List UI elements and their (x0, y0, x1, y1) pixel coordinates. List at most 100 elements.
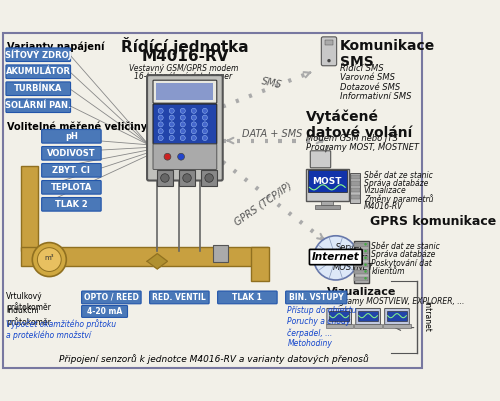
Circle shape (160, 174, 169, 182)
Circle shape (183, 174, 192, 182)
Bar (354, 263, 368, 267)
Text: Informativní SMS: Informativní SMS (340, 92, 411, 101)
Text: Indukční
průtokoměr: Indukční průtokoměr (6, 306, 51, 327)
Text: M4016-RV: M4016-RV (141, 49, 229, 64)
Circle shape (364, 243, 367, 245)
Bar (354, 249, 368, 253)
Bar (354, 243, 368, 247)
Circle shape (202, 122, 207, 127)
Text: Internet: Internet (312, 252, 360, 262)
Text: SÍŤOVÝ ZDROJ: SÍŤOVÝ ZDROJ (5, 49, 71, 60)
Text: TEPLOTA: TEPLOTA (50, 183, 92, 192)
Bar (329, 311, 349, 321)
Text: Programy MOST, MOSTNET: Programy MOST, MOSTNET (306, 143, 419, 152)
Text: Modem GSM nebo JTS: Modem GSM nebo JTS (306, 134, 398, 143)
Text: Sběr dat ze stanic: Sběr dat ze stanic (364, 171, 432, 180)
Bar (354, 270, 368, 274)
Circle shape (180, 122, 186, 127)
Bar (156, 83, 214, 100)
Text: Vizualizace: Vizualizace (328, 287, 396, 297)
Bar (308, 170, 347, 192)
FancyBboxPatch shape (6, 65, 70, 79)
Bar (22, 166, 38, 251)
FancyBboxPatch shape (42, 180, 101, 194)
Bar (354, 241, 369, 284)
Circle shape (202, 129, 207, 134)
Text: pH: pH (65, 132, 78, 141)
Circle shape (169, 129, 174, 134)
Text: Změny parametrů: Změny parametrů (364, 194, 434, 204)
FancyBboxPatch shape (42, 164, 101, 177)
Circle shape (328, 59, 330, 63)
FancyBboxPatch shape (82, 291, 141, 304)
Circle shape (364, 250, 367, 252)
Bar (351, 174, 360, 179)
Bar (351, 188, 360, 192)
Bar (387, 311, 407, 321)
Text: program
MOSTNET: program MOSTNET (332, 253, 374, 272)
Bar (212, 245, 228, 262)
Circle shape (192, 129, 196, 134)
Bar (354, 256, 368, 260)
Bar (326, 324, 353, 328)
Text: Programy MOSTVIEW, EXPLORER, ...: Programy MOSTVIEW, EXPLORER, ... (328, 297, 464, 306)
Circle shape (202, 136, 207, 141)
Text: M4016-RV: M4016-RV (364, 202, 403, 211)
Text: Intranet: Intranet (422, 301, 432, 332)
FancyBboxPatch shape (218, 291, 277, 304)
Bar (306, 169, 348, 201)
Text: Správa databáze: Správa databáze (372, 250, 436, 259)
Text: Vestavný GSM/GPRS modem: Vestavný GSM/GPRS modem (128, 64, 238, 73)
Bar (351, 181, 360, 186)
FancyBboxPatch shape (356, 308, 380, 325)
Text: RED. VENTIL: RED. VENTIL (152, 293, 206, 302)
Bar (351, 195, 360, 199)
FancyBboxPatch shape (327, 308, 351, 325)
FancyBboxPatch shape (6, 99, 70, 113)
Circle shape (158, 136, 163, 141)
FancyBboxPatch shape (322, 37, 336, 66)
Bar (180, 170, 194, 186)
Text: GPRS (TCP/IP): GPRS (TCP/IP) (233, 181, 294, 228)
Text: Řídící jednotka: Řídící jednotka (121, 37, 248, 55)
Text: Vrtulkový
průtokoměr: Vrtulkový průtokoměr (6, 292, 51, 312)
Bar (251, 247, 270, 281)
FancyBboxPatch shape (310, 151, 330, 168)
Text: 4-20 mA: 4-20 mA (87, 307, 122, 316)
Text: SMS: SMS (261, 76, 283, 90)
Circle shape (364, 263, 367, 266)
Text: Výpočet okamžitého průtoku
a proteklého množství: Výpočet okamžitého průtoku a proteklého … (6, 319, 116, 340)
Text: Varianty napájení: Varianty napájení (7, 42, 104, 53)
Circle shape (192, 115, 196, 120)
Text: VODIVOST: VODIVOST (47, 149, 96, 158)
Circle shape (202, 115, 207, 120)
Text: Poruchy a chody: Poruchy a chody (288, 317, 350, 326)
FancyBboxPatch shape (6, 48, 70, 61)
Circle shape (192, 108, 196, 113)
Circle shape (158, 129, 163, 134)
Bar (354, 324, 382, 328)
FancyBboxPatch shape (42, 146, 101, 160)
Circle shape (180, 129, 186, 134)
FancyBboxPatch shape (286, 291, 347, 304)
Circle shape (38, 248, 61, 271)
Circle shape (169, 136, 174, 141)
Circle shape (32, 243, 66, 277)
Text: TURBÍNKA: TURBÍNKA (14, 84, 62, 93)
Text: klientům: klientům (372, 267, 405, 276)
Bar (158, 170, 172, 186)
Text: PI regulátor: PI regulátor (161, 79, 206, 88)
Text: Sběr dat ze stanic: Sběr dat ze stanic (372, 242, 440, 251)
Text: Vytáčené
datové volání: Vytáčené datové volání (306, 109, 412, 140)
FancyBboxPatch shape (153, 104, 217, 144)
FancyBboxPatch shape (6, 82, 70, 95)
FancyBboxPatch shape (42, 198, 101, 211)
Circle shape (364, 277, 367, 279)
Text: Metohodiny: Metohodiny (288, 340, 332, 348)
Text: Varovné SMS: Varovné SMS (340, 73, 395, 83)
Text: Dotazové SMS: Dotazové SMS (340, 83, 400, 92)
Text: Volitelné měřené veličiny: Volitelné měřené veličiny (7, 122, 147, 132)
Circle shape (158, 108, 163, 113)
Text: GPRS komunikace: GPRS komunikace (370, 215, 496, 229)
Text: Poskytování dat: Poskytování dat (372, 259, 432, 268)
